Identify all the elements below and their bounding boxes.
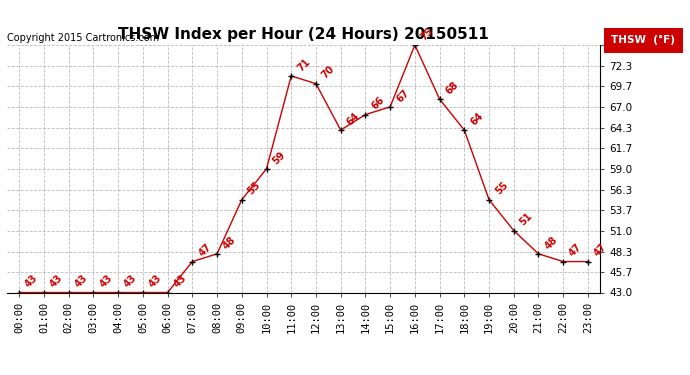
- Text: THSW  (°F): THSW (°F): [611, 35, 676, 45]
- Title: THSW Index per Hour (24 Hours) 20150511: THSW Index per Hour (24 Hours) 20150511: [118, 27, 489, 42]
- Text: 43: 43: [172, 273, 188, 290]
- Text: 48: 48: [221, 234, 238, 251]
- Text: 64: 64: [469, 111, 485, 127]
- Text: 47: 47: [197, 242, 213, 259]
- Text: Copyright 2015 Cartronics.com: Copyright 2015 Cartronics.com: [7, 33, 159, 42]
- Text: 43: 43: [97, 273, 115, 290]
- Text: 43: 43: [23, 273, 40, 290]
- Text: 55: 55: [493, 180, 510, 197]
- Text: 59: 59: [270, 149, 287, 166]
- Text: 64: 64: [345, 111, 362, 127]
- Text: 43: 43: [122, 273, 139, 290]
- Text: 67: 67: [394, 87, 411, 104]
- Text: 70: 70: [320, 64, 337, 81]
- Text: 48: 48: [542, 234, 560, 251]
- Text: 47: 47: [567, 242, 584, 259]
- Text: 71: 71: [295, 57, 312, 73]
- Text: 55: 55: [246, 180, 263, 197]
- Text: 43: 43: [147, 273, 164, 290]
- Text: 75: 75: [419, 26, 435, 42]
- Text: 43: 43: [48, 273, 65, 290]
- Text: 66: 66: [370, 95, 386, 112]
- Text: 43: 43: [73, 273, 90, 290]
- Text: 47: 47: [592, 242, 609, 259]
- Text: 68: 68: [444, 80, 460, 96]
- Text: 51: 51: [518, 211, 535, 228]
